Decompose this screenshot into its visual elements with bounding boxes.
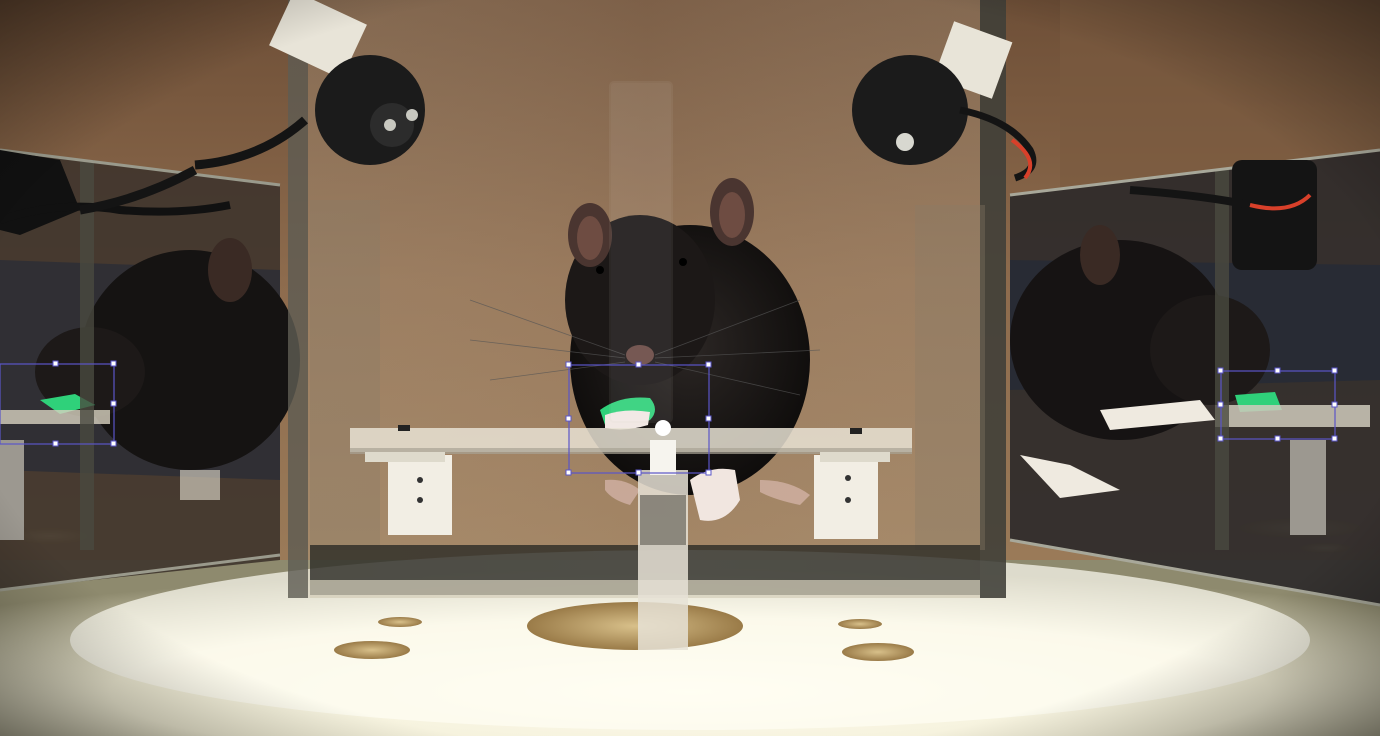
roi-handle[interactable] <box>110 440 117 447</box>
roi-box-center[interactable] <box>565 361 712 476</box>
roi-handle[interactable] <box>565 361 572 368</box>
roi-handle[interactable] <box>52 360 59 367</box>
roi-handle[interactable] <box>1217 367 1224 374</box>
roi-handle[interactable] <box>1274 435 1281 442</box>
roi-handle[interactable] <box>705 361 712 368</box>
roi-handle[interactable] <box>635 361 642 368</box>
roi-handle[interactable] <box>565 469 572 476</box>
roi-handle[interactable] <box>1217 435 1224 442</box>
roi-handle[interactable] <box>110 360 117 367</box>
roi-handle[interactable] <box>1331 367 1338 374</box>
roi-handle[interactable] <box>705 469 712 476</box>
roi-handle[interactable] <box>1217 401 1224 408</box>
roi-box-right-mirror[interactable] <box>1217 367 1338 442</box>
roi-handle[interactable] <box>1274 367 1281 374</box>
roi-handle[interactable] <box>52 440 59 447</box>
roi-handle[interactable] <box>705 415 712 422</box>
roi-handle[interactable] <box>110 400 117 407</box>
roi-handle[interactable] <box>565 415 572 422</box>
roi-handle[interactable] <box>1331 401 1338 408</box>
roi-handle[interactable] <box>635 469 642 476</box>
roi-box-left-mirror[interactable] <box>0 360 117 447</box>
roi-handle[interactable] <box>1331 435 1338 442</box>
